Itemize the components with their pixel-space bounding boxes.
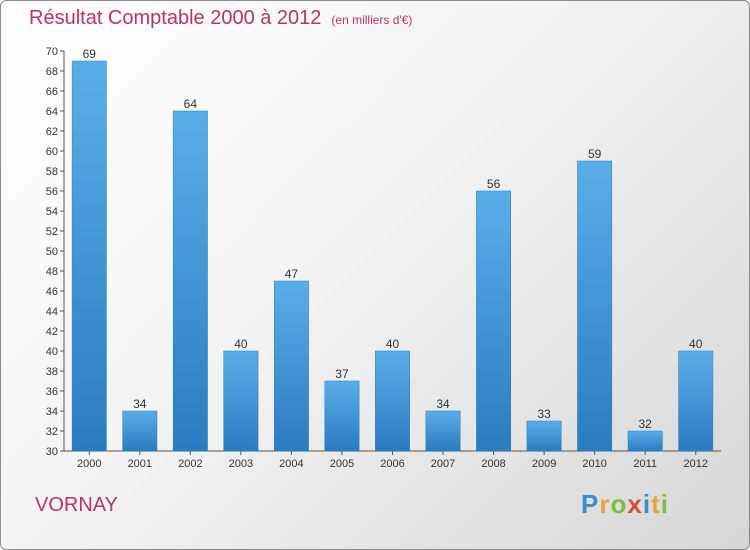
y-tick-label: 60 [46, 146, 58, 158]
y-tick-label: 34 [46, 406, 58, 418]
y-tick-label: 70 [46, 46, 58, 58]
bar-value-label: 47 [285, 267, 299, 281]
y-tick-label: 50 [46, 246, 58, 258]
y-tick-label: 68 [46, 66, 58, 78]
x-tick-label: 2009 [532, 458, 556, 470]
x-tick-label: 2005 [330, 458, 354, 470]
x-tick-label: 2004 [279, 458, 303, 470]
y-tick-label: 56 [46, 186, 58, 198]
bar-2004 [273, 280, 309, 452]
y-tick-label: 44 [46, 306, 58, 318]
x-tick-label: 2012 [683, 458, 707, 470]
chart-title: Résultat Comptable 2000 à 2012 (en millie… [29, 7, 412, 30]
y-tick-label: 42 [46, 326, 58, 338]
y-tick-label: 62 [46, 126, 58, 138]
bar-2005 [324, 380, 360, 452]
bar-2010 [577, 160, 613, 452]
bar-2012 [678, 350, 714, 452]
y-tick-label: 48 [46, 266, 58, 278]
y-tick-label: 54 [46, 206, 58, 218]
bar-value-label: 34 [436, 397, 450, 411]
bar-value-label: 59 [588, 147, 602, 161]
y-tick-label: 38 [46, 366, 58, 378]
y-tick-label: 66 [46, 86, 58, 98]
x-tick-label: 2011 [633, 458, 657, 470]
bar-2011 [627, 430, 663, 452]
location-label: VORNAY [35, 494, 118, 516]
x-tick-label: 2000 [77, 458, 101, 470]
bar-value-label: 69 [83, 47, 97, 61]
bar-2003 [223, 350, 259, 452]
y-tick-label: 64 [46, 106, 58, 118]
bar-value-label: 40 [386, 337, 400, 351]
x-tick-label: 2007 [431, 458, 455, 470]
y-tick-label: 32 [46, 426, 58, 438]
y-tick-label: 52 [46, 226, 58, 238]
bar-value-label: 40 [234, 337, 248, 351]
x-tick-label: 2001 [128, 458, 152, 470]
bar-2007 [425, 410, 461, 452]
x-tick-label: 2002 [178, 458, 202, 470]
bar-2002 [172, 110, 208, 452]
x-tick-label: 2010 [582, 458, 606, 470]
bar-value-label: 37 [335, 367, 349, 381]
bar-2000 [71, 60, 107, 452]
bar-value-label: 33 [537, 407, 551, 421]
bar-2006 [375, 350, 410, 452]
x-tick-label: 2008 [481, 458, 505, 470]
bar-2008 [476, 190, 512, 452]
bar-2009 [526, 420, 562, 452]
chart-subtitle: (en milliers d'€) [331, 13, 413, 27]
chart-bars: 69 34 64 40 47 37 40 34 56 33 59 32 40 [71, 47, 714, 452]
y-tick-label: 30 [46, 446, 58, 458]
bar-value-label: 32 [639, 417, 653, 431]
y-tick-label: 46 [46, 286, 58, 298]
y-tick-label: 36 [46, 386, 58, 398]
y-tick-label: 40 [46, 346, 58, 358]
brand-logo: Proxiti [581, 489, 669, 519]
y-tick-label: 58 [46, 166, 58, 178]
chart-title-text: Résultat Comptable 2000 à 2012 [29, 7, 322, 29]
bar-value-label: 34 [133, 397, 147, 411]
bar-value-label: 40 [689, 337, 703, 351]
x-tick-label: 2003 [229, 458, 253, 470]
bar-value-label: 64 [184, 97, 198, 111]
bar-2001 [122, 410, 158, 452]
x-tick-label: 2006 [380, 458, 404, 470]
bar-value-label: 56 [487, 177, 501, 191]
